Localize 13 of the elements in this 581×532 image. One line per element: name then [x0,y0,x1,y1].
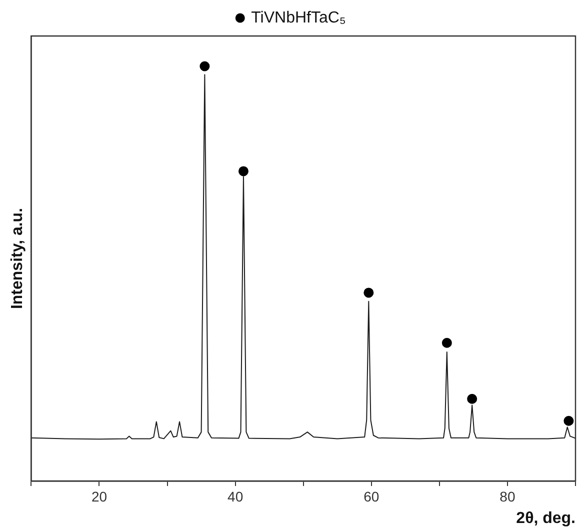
x-tick-label: 60 [364,488,380,504]
point [364,288,374,298]
point [200,61,210,72]
x-tick-label: 80 [500,488,516,504]
x-tick-label: 20 [91,488,108,504]
legend-label: TiVNbHfTaC₅ [251,9,346,26]
y-axis-title: Intensity, a.u. [9,208,26,310]
x-axis-title: 2θ, deg. [516,510,576,527]
x-tick-label: 40 [228,488,244,504]
point [564,416,574,426]
point [467,394,478,404]
point [238,166,248,176]
point [442,338,452,348]
